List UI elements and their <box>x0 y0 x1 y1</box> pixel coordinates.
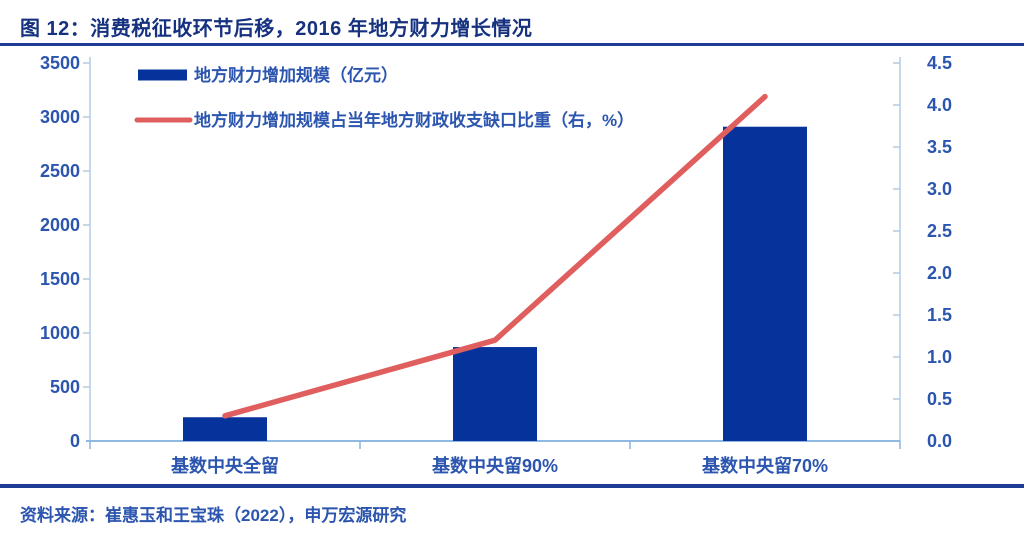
bar-基数中央全留 <box>183 417 267 441</box>
right-axis-tick-label: 2.0 <box>927 263 952 283</box>
x-axis-category-label: 基数中央全留 <box>170 455 279 476</box>
right-axis-tick-label: 4.0 <box>927 95 952 115</box>
right-axis-tick-label: 3.5 <box>927 137 952 157</box>
right-axis-tick-label: 1.0 <box>927 347 952 367</box>
left-axis-tick-label: 2000 <box>40 215 80 235</box>
bar-基数中央留90% <box>453 347 537 441</box>
left-axis-tick-label: 2500 <box>40 161 80 181</box>
right-axis-tick-label: 1.5 <box>927 305 952 325</box>
title-underline-rule <box>0 43 1024 46</box>
x-axis-category-label: 基数中央留70% <box>701 455 828 476</box>
left-axis-tick-label: 1500 <box>40 269 80 289</box>
ratio-line-series <box>222 93 768 419</box>
right-axis-tick-label: 4.5 <box>927 53 952 73</box>
left-axis-tick-label: 500 <box>50 377 80 397</box>
bottom-rule <box>0 484 1024 488</box>
left-axis-tick-label: 3000 <box>40 107 80 127</box>
left-axis-tick-label: 0 <box>70 431 80 451</box>
legend-label: 地方财力增加规模（亿元） <box>194 65 398 85</box>
left-axis-tick-label: 1000 <box>40 323 80 343</box>
right-axis-tick-label: 3.0 <box>927 179 952 199</box>
legend-swatch-bar <box>138 69 187 81</box>
right-axis-tick-label: 2.5 <box>927 221 952 241</box>
right-axis-tick-label: 0.5 <box>927 389 952 409</box>
legend-label: 地方财力增加规模占当年地方财政收支缺口比重（右，%） <box>194 110 634 130</box>
source-note: 资料来源：崔惠玉和王宝珠（2022），申万宏源研究 <box>20 506 407 525</box>
left-axis-tick-label: 3500 <box>40 53 80 73</box>
bar-基数中央留70% <box>723 126 807 441</box>
x-axis-category-label: 基数中央留90% <box>431 455 558 476</box>
figure-title: 图 12：消费税征收环节后移，2016 年地方财力增长情况 <box>20 18 533 40</box>
right-axis-tick-label: 0.0 <box>927 431 952 451</box>
